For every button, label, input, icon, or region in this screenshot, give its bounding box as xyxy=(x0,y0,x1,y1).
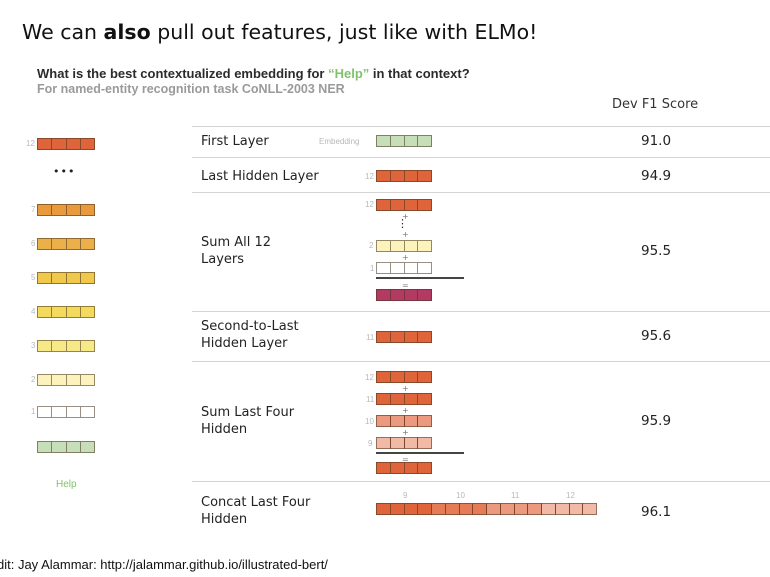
layer-vector-1 xyxy=(37,406,95,418)
layer-vector-2 xyxy=(37,374,95,386)
credit-line: dit: Jay Alammar: http://jalammar.github… xyxy=(0,557,328,572)
row-label: Concat Last Four Hidden xyxy=(201,495,311,527)
layer-index: 9 xyxy=(403,491,408,500)
layer-vector-7 xyxy=(37,204,95,216)
layer-index-3: 3 xyxy=(31,341,36,350)
layer-index: 12 xyxy=(365,172,374,181)
concat-segment-10 xyxy=(431,503,487,515)
layer-index: 11 xyxy=(366,395,375,404)
summed-vector xyxy=(376,462,432,474)
row-label: Last Hidden Layer xyxy=(201,169,319,184)
layer-index-1: 1 xyxy=(31,407,36,416)
layer-index: 11 xyxy=(366,333,375,342)
row-divider xyxy=(192,481,770,482)
layer-vector-2 xyxy=(376,240,432,252)
layer-vector-9 xyxy=(376,437,432,449)
f1-score: 95.5 xyxy=(641,243,672,259)
layer-index-5: 5 xyxy=(31,273,36,282)
row-divider xyxy=(192,157,770,158)
layer-vector-10 xyxy=(376,415,432,427)
layer-index-6: 6 xyxy=(31,239,36,248)
layer-vector-12 xyxy=(376,371,432,383)
figure-question: What is the best contextualized embeddin… xyxy=(37,66,470,81)
f1-score: 95.6 xyxy=(641,328,672,344)
sum-line xyxy=(376,277,464,279)
layer-index: 2 xyxy=(369,241,374,250)
row-divider xyxy=(192,311,770,312)
plus-icon: + xyxy=(402,230,409,239)
concat-segment-11 xyxy=(486,503,542,515)
plus-icon: + xyxy=(402,384,409,393)
f1-score: 94.9 xyxy=(641,168,672,184)
embedding-label: Embedding xyxy=(319,137,360,146)
plus-icon: + xyxy=(402,212,409,221)
row-divider xyxy=(192,192,770,193)
score-column-header: Dev F1 Score xyxy=(612,97,699,112)
input-word-label: Help xyxy=(56,479,77,490)
layer-index: 10 xyxy=(365,417,374,426)
layer-index-2: 2 xyxy=(31,375,36,384)
layer-vector-11 xyxy=(376,331,432,343)
plus-icon: + xyxy=(402,253,409,262)
f1-score: 96.1 xyxy=(641,504,672,520)
layer-index-4: 4 xyxy=(31,307,36,316)
layer-vector-1 xyxy=(376,262,432,274)
row-label: First Layer xyxy=(201,134,269,149)
plus-icon: + xyxy=(402,406,409,415)
row-label: Sum Last Four Hidden xyxy=(201,405,295,437)
embedding-vector xyxy=(376,135,432,147)
plus-icon: + xyxy=(402,428,409,437)
layer-index: 12 xyxy=(566,491,575,500)
layer-vector-3 xyxy=(37,340,95,352)
row-label: Second-to-Last Hidden Layer xyxy=(201,319,299,351)
equals-icon: = xyxy=(402,281,409,290)
equals-icon: = xyxy=(402,455,409,464)
layer-vector-11 xyxy=(376,393,432,405)
layer-vector-12 xyxy=(376,170,432,182)
layer-index: 12 xyxy=(365,373,374,382)
layer-index: 10 xyxy=(456,491,465,500)
layer-index: 1 xyxy=(370,264,375,273)
layer-vector-12 xyxy=(376,199,432,211)
layer-vector-12 xyxy=(37,138,95,150)
layer-vector-5 xyxy=(37,272,95,284)
ellipsis-icon: ⋮ xyxy=(397,217,409,230)
layer-index: 11 xyxy=(511,491,520,500)
row-divider xyxy=(192,126,770,127)
f1-score: 91.0 xyxy=(641,133,672,149)
figure-subtitle: For named-entity recognition task CoNLL-… xyxy=(37,82,345,96)
summed-vector xyxy=(376,289,432,301)
ellipsis-icon: ••• xyxy=(53,165,76,178)
embedding-vector xyxy=(37,441,95,453)
sum-line xyxy=(376,452,464,454)
layer-index-12: 12 xyxy=(26,139,35,148)
layer-vector-6 xyxy=(37,238,95,250)
row-label: Sum All 12 Layers xyxy=(201,235,272,267)
layer-vector-4 xyxy=(37,306,95,318)
layer-index-7: 7 xyxy=(31,205,36,214)
layer-index: 9 xyxy=(368,439,373,448)
slide-title: We can also pull out features, just like… xyxy=(22,20,538,44)
row-divider xyxy=(192,361,770,362)
concat-segment-12 xyxy=(541,503,597,515)
f1-score: 95.9 xyxy=(641,413,672,429)
layer-index: 12 xyxy=(365,200,374,209)
concat-segment-9 xyxy=(376,503,432,515)
